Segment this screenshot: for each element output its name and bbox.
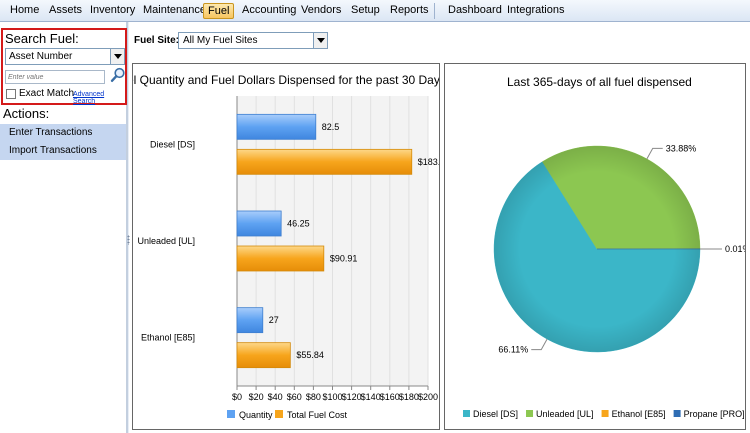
menu-accounting[interactable]: Accounting bbox=[242, 4, 297, 16]
search-type-select[interactable]: Asset Number bbox=[5, 48, 125, 65]
legend-entry: Diesel [DS] bbox=[473, 409, 518, 419]
bar-total-cost bbox=[236, 342, 291, 369]
legend-swatch bbox=[673, 410, 681, 417]
legend-total-cost: Total Fuel Cost bbox=[287, 410, 348, 420]
legend-entry: Ethanol [E85] bbox=[612, 409, 666, 419]
menu-vendors[interactable]: Vendors bbox=[301, 4, 342, 16]
bar-value-label: $90.91 bbox=[330, 254, 358, 264]
x-tick-label: $40 bbox=[268, 392, 283, 402]
bar-value-label: $183. bbox=[418, 157, 440, 167]
x-tick-label: $200 bbox=[418, 392, 438, 402]
x-tick-label: $140 bbox=[361, 392, 381, 402]
bar-chart-title: Fuel Quantity and Fuel Dollars Dispensed… bbox=[132, 73, 440, 87]
import-transactions-action[interactable]: Import Transactions bbox=[0, 142, 126, 160]
bar-chart: 82.5 $183. 46.25 $90.91 27 $55.84 Diesel [DS]… bbox=[137, 96, 440, 420]
menu-fuel[interactable]: Fuel bbox=[203, 3, 235, 19]
bar-quantity bbox=[236, 307, 264, 334]
bar-quantity bbox=[236, 113, 317, 140]
splitter-grip-icon[interactable] bbox=[127, 235, 130, 245]
x-tick-label: $180 bbox=[399, 392, 419, 402]
pie-chart: 66.11% 33.88% 0.01% Diesel [DS] Unleaded [U… bbox=[463, 143, 746, 419]
x-tick-label: $0 bbox=[232, 392, 242, 402]
chevron-down-icon[interactable] bbox=[110, 49, 124, 64]
fuel-site-label: Fuel Site: bbox=[134, 35, 180, 46]
enter-transactions-action[interactable]: Enter Transactions bbox=[0, 124, 126, 142]
menu-maintenance[interactable]: Maintenance bbox=[143, 4, 206, 16]
bar-value-label: $55.84 bbox=[296, 350, 324, 360]
pie-leader-line bbox=[531, 338, 548, 351]
legend-entry: Propane [PRO] bbox=[684, 409, 745, 419]
pie-slice-label: 0.01% bbox=[725, 244, 746, 254]
fuel-site-value: All My Fuel Sites bbox=[183, 35, 258, 46]
legend-swatch bbox=[526, 410, 534, 417]
search-icon[interactable] bbox=[110, 67, 126, 83]
x-tick-label: $120 bbox=[342, 392, 362, 402]
legend-entry: Unleaded [UL] bbox=[536, 409, 594, 419]
left-panel: Search Fuel: Asset Number Exact Match Ad… bbox=[0, 22, 127, 433]
menu-bar: Home Assets Inventory Maintenance Fuel A… bbox=[0, 0, 750, 22]
menu-setup[interactable]: Setup bbox=[351, 4, 380, 16]
advanced-search-link[interactable]: Advanced Search bbox=[73, 91, 105, 105]
legend-total-cost-swatch bbox=[275, 410, 283, 418]
actions-title: Actions: bbox=[3, 106, 50, 121]
menu-assets[interactable]: Assets bbox=[49, 4, 83, 16]
category-label: Diesel [DS] bbox=[150, 139, 195, 149]
bar-value-label: 82.5 bbox=[322, 122, 340, 132]
search-input[interactable] bbox=[5, 70, 105, 84]
pie-chart-panel: Last 365-days of all fuel dispensed 66.1… bbox=[444, 63, 746, 430]
menu-integrations[interactable]: Integrations bbox=[507, 4, 565, 16]
bar-value-label: 46.25 bbox=[287, 219, 310, 229]
x-tick-label: $160 bbox=[380, 392, 400, 402]
chevron-down-icon[interactable] bbox=[313, 33, 327, 48]
legend-quantity: Quantity bbox=[239, 410, 273, 420]
legend-swatch bbox=[463, 410, 470, 417]
search-title: Search Fuel: bbox=[5, 31, 79, 46]
x-tick-label: $80 bbox=[306, 392, 321, 402]
pie-slice-label: 33.88% bbox=[666, 143, 697, 153]
pie-chart-title: Last 365-days of all fuel dispensed bbox=[507, 75, 692, 89]
search-box: Search Fuel: Asset Number Exact Match Ad… bbox=[1, 28, 127, 105]
category-label: Unleaded [UL] bbox=[137, 236, 195, 246]
exact-match-label: Exact Match bbox=[19, 88, 75, 99]
legend-swatch bbox=[601, 410, 609, 417]
menu-home[interactable]: Home bbox=[10, 4, 40, 16]
bar-value-label: 27 bbox=[269, 315, 279, 325]
menu-separator bbox=[434, 3, 435, 19]
x-tick-label: $100 bbox=[322, 392, 342, 402]
menu-dashboard[interactable]: Dashboard bbox=[448, 4, 502, 16]
pie-leader-line bbox=[646, 147, 663, 160]
panel-splitter[interactable] bbox=[127, 22, 129, 433]
menu-reports[interactable]: Reports bbox=[390, 4, 429, 16]
fuel-site-select[interactable]: All My Fuel Sites bbox=[178, 32, 328, 49]
bar-total-cost bbox=[236, 245, 325, 272]
category-label: Ethanol [E85] bbox=[141, 333, 195, 343]
pie-slice-label: 66.11% bbox=[498, 345, 528, 355]
bar-quantity bbox=[236, 210, 282, 237]
legend-quantity-swatch bbox=[227, 410, 235, 418]
bar-chart-panel: Fuel Quantity and Fuel Dollars Dispensed… bbox=[132, 63, 440, 430]
bar-legend: Quantity Total Fuel Cost bbox=[227, 410, 348, 420]
search-type-value: Asset Number bbox=[9, 51, 73, 62]
x-tick-label: $60 bbox=[287, 392, 302, 402]
bar-total-cost bbox=[236, 148, 413, 175]
menu-inventory[interactable]: Inventory bbox=[90, 4, 136, 16]
x-tick-label: $20 bbox=[249, 392, 264, 402]
exact-match-checkbox[interactable] bbox=[6, 89, 16, 99]
